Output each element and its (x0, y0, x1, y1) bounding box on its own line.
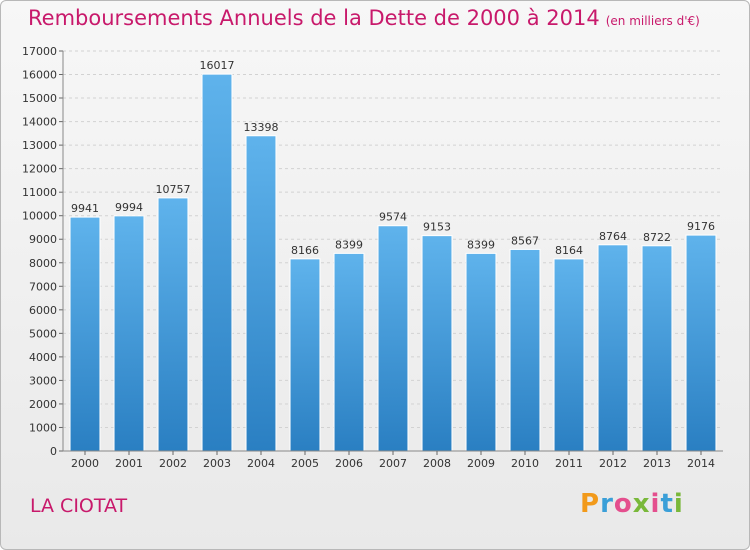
bar-2002 (157, 197, 189, 452)
y-tick-label: 1000 (29, 421, 57, 434)
bars: 9941 9994 10757 16017 13398 8166 8399 9574 9153 8… (69, 59, 717, 452)
bar-value-label: 8764 (599, 230, 627, 243)
x-tick-label: 2011 (555, 457, 583, 470)
bar-2004 (245, 135, 277, 452)
bar-2007 (377, 225, 409, 452)
y-tick-label: 12000 (22, 163, 57, 176)
x-tick-label: 2010 (511, 457, 539, 470)
y-tick-label: 11000 (22, 186, 57, 199)
bar-2014 (685, 234, 717, 452)
x-tick-label: 2013 (643, 457, 671, 470)
y-axis: 0 1000 2000 3000 4000 5000 6000 7000 8000 9000 100… (22, 45, 64, 458)
y-tick-label: 13000 (22, 139, 57, 152)
bar-value-label: 9994 (115, 201, 143, 214)
x-tick-label: 2001 (115, 457, 143, 470)
bar-2011 (553, 258, 585, 452)
chart-title: Remboursements Annuels de la Dette de 20… (28, 6, 700, 30)
bar-value-label: 13398 (244, 121, 279, 134)
bar-value-label: 9176 (687, 220, 715, 233)
x-tick-label: 2007 (379, 457, 407, 470)
y-tick-label: 10000 (22, 210, 57, 223)
bar-2010 (509, 248, 541, 452)
y-tick-label: 4000 (29, 351, 57, 364)
bar-value-label: 8399 (467, 238, 495, 251)
x-tick-label: 2004 (247, 457, 275, 470)
bar-value-label: 9574 (379, 211, 407, 224)
bar-2003 (201, 73, 233, 452)
y-tick-label: 15000 (22, 92, 57, 105)
bar-2006 (333, 252, 365, 452)
city-name: LA CIOTAT (30, 495, 128, 517)
x-tick-label: 2008 (423, 457, 451, 470)
y-tick-label: 2000 (29, 398, 57, 411)
bar-2009 (465, 252, 497, 452)
y-tick-label: 8000 (29, 257, 57, 270)
chart-subtitle: (en milliers d'€) (605, 14, 700, 28)
y-tick-label: 14000 (22, 116, 57, 129)
x-tick-label: 2002 (159, 457, 187, 470)
x-axis: 2000 2001 2002 2003 2004 2005 2006 2007 2008 2009… (63, 450, 723, 470)
bar-value-label: 9941 (71, 202, 99, 215)
bar-value-label: 10757 (156, 183, 191, 196)
x-tick-label: 2014 (687, 457, 715, 470)
bar-value-label: 16017 (200, 59, 235, 72)
y-tick-label: 0 (50, 445, 57, 458)
y-tick-label: 7000 (29, 280, 57, 293)
y-tick-label: 3000 (29, 374, 57, 387)
y-tick-label: 9000 (29, 233, 57, 246)
bar-value-label: 8399 (335, 238, 363, 251)
bar-value-label: 8164 (555, 244, 583, 257)
x-tick-label: 2003 (203, 457, 231, 470)
bar-2000 (69, 216, 101, 452)
bar-value-label: 8166 (291, 244, 319, 257)
proxiti-logo: Proxiti (580, 489, 684, 519)
bar-2013 (641, 245, 673, 452)
x-tick-label: 2012 (599, 457, 627, 470)
x-tick-label: 2006 (335, 457, 363, 470)
y-tick-label: 5000 (29, 327, 57, 340)
bar-2001 (113, 215, 145, 452)
y-tick-label: 16000 (22, 69, 57, 82)
y-tick-label: 17000 (22, 45, 57, 58)
bar-2012 (597, 244, 629, 452)
x-tick-label: 2000 (71, 457, 99, 470)
bar-2005 (289, 258, 321, 452)
bar-value-label: 9153 (423, 221, 451, 234)
bar-2008 (421, 235, 453, 452)
x-tick-label: 2009 (467, 457, 495, 470)
chart-title-text: Remboursements Annuels de la Dette de 20… (28, 6, 600, 30)
x-tick-label: 2005 (291, 457, 319, 470)
bar-value-label: 8567 (511, 234, 539, 247)
y-tick-label: 6000 (29, 304, 57, 317)
bar-value-label: 8722 (643, 231, 671, 244)
